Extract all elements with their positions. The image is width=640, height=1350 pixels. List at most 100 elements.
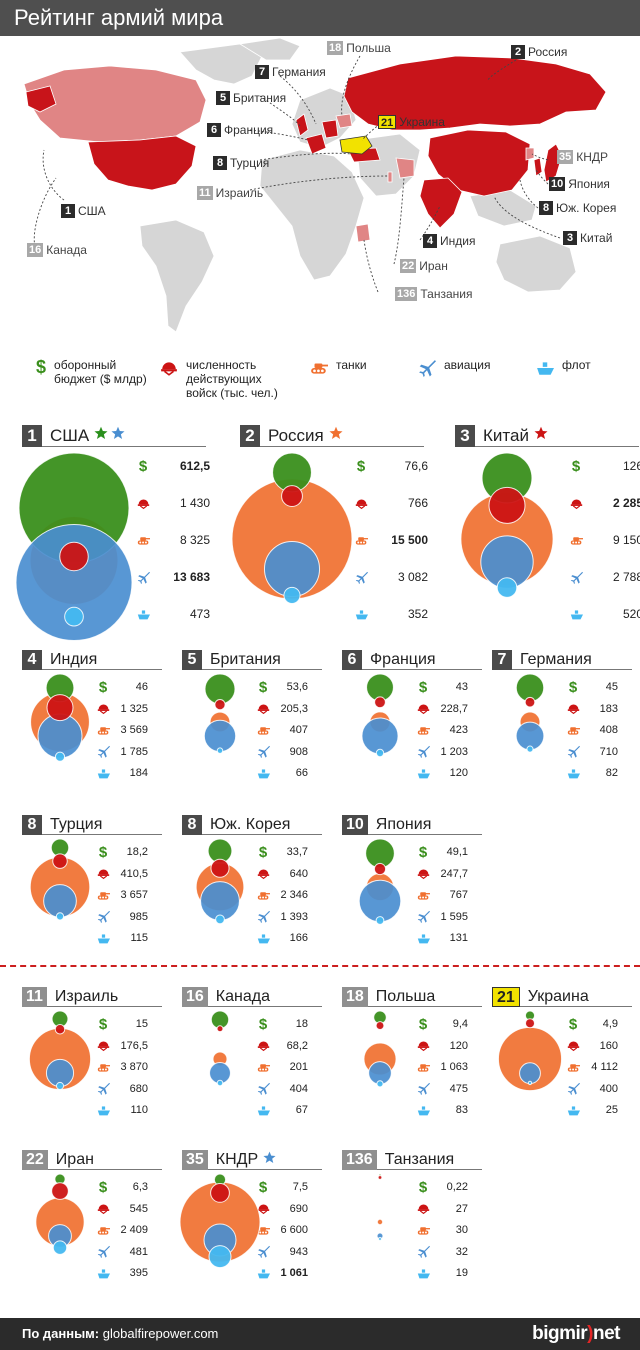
- stat-value-troops: 183: [599, 702, 618, 715]
- bubble-chart: [28, 1010, 92, 1091]
- stat-row-troops: 176,5: [94, 1038, 148, 1054]
- canada-shape: [23, 65, 207, 143]
- leader-line: [249, 175, 389, 191]
- map-label-9: 10 Япония: [549, 177, 610, 191]
- bubble-fleet: [55, 912, 65, 921]
- legend-item-budget: $ оборонный бюджет ($ млдр): [36, 358, 147, 386]
- map-country-name: Канада: [46, 243, 87, 257]
- stat-value-troops: 120: [449, 1039, 468, 1052]
- bubble-fleet: [496, 577, 518, 598]
- stat-value-budget: 612,5: [179, 459, 210, 473]
- ship-icon: [567, 608, 585, 621]
- map-rank-badge: 8: [539, 201, 553, 215]
- card-rank: 18: [342, 986, 368, 1007]
- stat-row-budget: $7,5: [254, 1179, 308, 1195]
- usa-shape: [87, 135, 197, 191]
- leader-line: [279, 75, 317, 125]
- stat-row-tanks: 3 657: [94, 887, 148, 903]
- bubble-aviation: [15, 523, 133, 641]
- stat-value-troops: 205,3: [280, 702, 308, 715]
- leader-line: [259, 152, 353, 161]
- germany-shape: [321, 119, 339, 139]
- bubble-troops: [524, 1018, 536, 1029]
- south-korea-shape: [533, 157, 543, 177]
- bubble-chart: [30, 673, 90, 762]
- map-country-name: Германия: [272, 65, 326, 79]
- plane-icon: [352, 571, 370, 584]
- bubble-troops: [375, 1021, 385, 1031]
- leader-line: [42, 149, 65, 201]
- tanzania-shape: [355, 223, 371, 243]
- source-link[interactable]: globalfirepower.com: [102, 1326, 219, 1341]
- stat-row-fleet: 395: [94, 1265, 148, 1281]
- stat-value-aviation: 1 595: [440, 910, 468, 923]
- stat-row-fleet: 473: [134, 606, 210, 622]
- stat-row-aviation: 1 393: [254, 909, 308, 925]
- stat-row-tanks: 6 600: [254, 1222, 308, 1238]
- stat-value-tanks: 30: [455, 1224, 468, 1236]
- map-rank-badge: 16: [27, 243, 44, 257]
- stat-row-troops: 766: [352, 495, 428, 511]
- stat-value-aviation: 1 203: [440, 745, 468, 758]
- bubble-fleet: [64, 606, 84, 627]
- dollar-icon: $: [98, 678, 108, 696]
- ship-icon: [134, 608, 152, 621]
- country-card: 3 Китай $126 2 285 9 150 2 788 520: [455, 424, 640, 625]
- stat-value-fleet: 19: [455, 1267, 468, 1279]
- stat-value-tanks: 15 500: [391, 533, 428, 547]
- tank-icon: [414, 724, 432, 737]
- card-stars: [94, 426, 125, 445]
- card-country-name: США: [50, 425, 90, 445]
- bubble-chart: [460, 452, 554, 598]
- map-rank-badge: 22: [400, 259, 417, 273]
- stat-row-tanks: 2 346: [254, 887, 308, 903]
- stat-row-budget: $18: [254, 1016, 308, 1032]
- stat-row-budget: $76,6: [352, 458, 428, 474]
- map-rank-badge: 2: [511, 45, 525, 59]
- plane-icon: [94, 1082, 112, 1095]
- stat-value-troops: 766: [407, 496, 428, 510]
- stat-row-fleet: 19: [414, 1265, 468, 1281]
- bubble-fleet: [376, 1080, 384, 1088]
- page-title: Рейтинг армий мира: [14, 5, 224, 30]
- china-shape: [427, 129, 531, 197]
- country-card: 10 Япония $49,1 247,7 767 1 595 131: [342, 814, 482, 944]
- stat-row-fleet: 1 061: [254, 1265, 308, 1281]
- stat-value-budget: 4,9: [602, 1018, 618, 1030]
- bubble-troops: [374, 696, 386, 709]
- stat-value-troops: 27: [455, 1202, 468, 1215]
- bubble-troops: [52, 853, 68, 869]
- stat-value-tanks: 408: [599, 724, 618, 736]
- bigmir-logo[interactable]: bigmir)net: [532, 1323, 620, 1345]
- dollar-icon: $: [138, 457, 148, 475]
- card-rank: 4: [22, 649, 42, 670]
- stat-row-tanks: 9 150: [567, 532, 640, 548]
- stat-value-aviation: 985: [129, 910, 148, 923]
- stat-row-aviation: 400: [564, 1081, 618, 1097]
- stat-row-aviation: 2 788: [567, 569, 640, 585]
- stat-value-troops: 410,5: [120, 867, 148, 880]
- card-header: 2 Россия: [240, 424, 424, 447]
- card-country-name: Канада: [215, 987, 270, 1005]
- stat-row-aviation: 710: [564, 744, 618, 760]
- bubble-fleet: [216, 1079, 224, 1087]
- stat-value-budget: 43: [455, 681, 468, 693]
- stat-row-tanks: 4 112: [564, 1059, 618, 1075]
- map-label-6: 7 Германия: [255, 65, 326, 79]
- legend: $ оборонный бюджет ($ млдр) численность де…: [0, 352, 640, 412]
- bubble-chart: [195, 838, 245, 925]
- card-country-name: Израиль: [54, 987, 119, 1005]
- stat-row-aviation: 404: [254, 1081, 308, 1097]
- bubble-chart: [497, 1010, 563, 1092]
- stat-row-fleet: 520: [567, 606, 640, 622]
- leader-line: [33, 177, 57, 251]
- country-card: 8 Юж. Корея $33,7 640 2 346 1 393 166: [182, 814, 322, 944]
- card-rank: 2: [240, 424, 260, 447]
- bubble-troops: [210, 858, 230, 878]
- arctic-shape: [238, 37, 301, 61]
- stat-value-budget: 46: [135, 681, 148, 693]
- bubble-aviation: [361, 717, 399, 755]
- stat-value-aviation: 3 082: [397, 570, 428, 584]
- stat-row-budget: $6,3: [94, 1179, 148, 1195]
- plane-icon: [564, 1082, 582, 1095]
